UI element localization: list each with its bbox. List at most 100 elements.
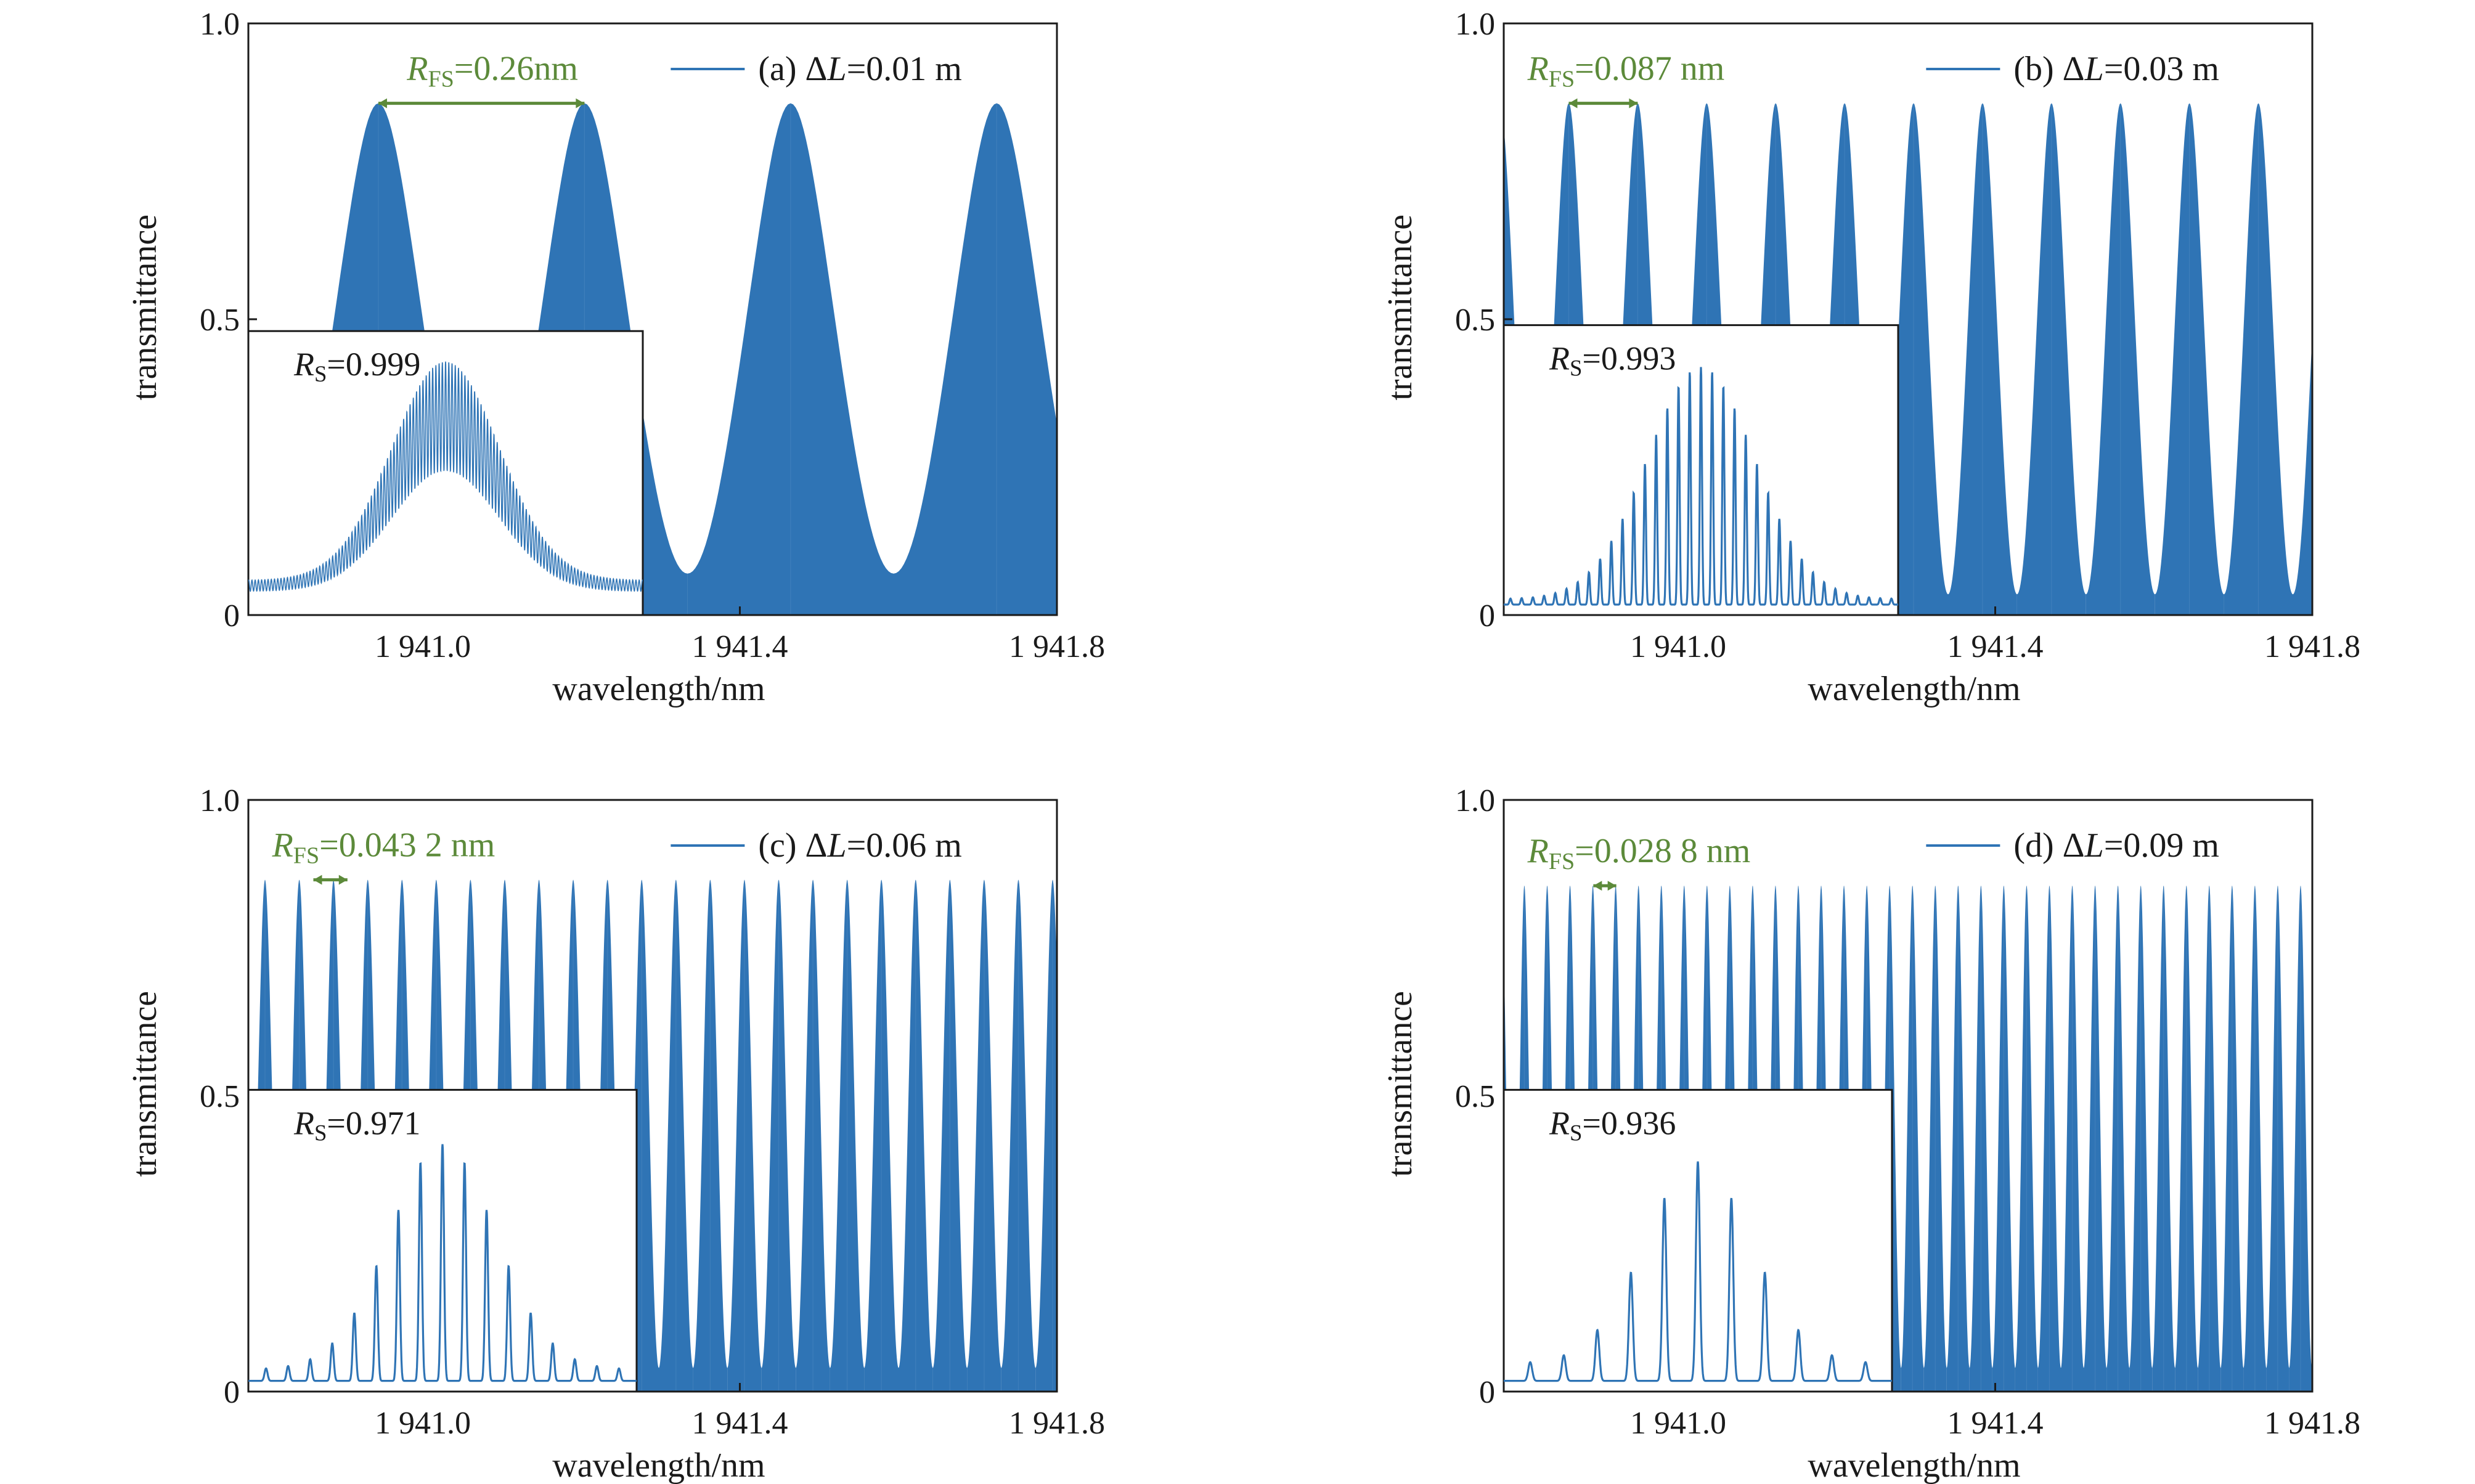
fringe-envelope: [1948, 103, 2017, 615]
x-axis-label: wavelength/nm: [552, 1446, 765, 1484]
fsr-label: RFS=0.028 8 nm: [1527, 832, 1751, 874]
fsr-annotation: RFS=0.087 nm: [1527, 50, 1725, 108]
y-tick-label: 0: [1479, 1375, 1495, 1410]
inset-frame: [247, 1088, 638, 1393]
fsr-label: RFS=0.26nm: [406, 50, 578, 92]
fringe-envelope: [1923, 886, 1947, 1392]
fringe-envelope: [2086, 103, 2155, 615]
x-axis-label: wavelength/nm: [1808, 670, 2020, 708]
fringe-envelope: [864, 879, 899, 1392]
fsr-annotation: RFS=0.028 8 nm: [1527, 832, 1751, 891]
x-tick-label: 1 941.4: [691, 629, 788, 664]
fringe-envelope: [687, 103, 894, 615]
fringe-envelope: [2152, 886, 2175, 1392]
fringe-envelope: [2061, 886, 2084, 1392]
y-tick-label: 0: [224, 1375, 240, 1410]
fringe-envelope: [2289, 886, 2312, 1392]
fsr-arrowhead-right: [576, 98, 585, 108]
fsr-annotation: RFS=0.043 2 nm: [272, 826, 495, 885]
y-tick-label: 0.5: [200, 1079, 240, 1114]
x-tick-label: 1 941.0: [1630, 1406, 1726, 1441]
fringe-envelope: [1035, 879, 1057, 1392]
fringe-envelope: [1969, 886, 1992, 1392]
y-tick-label: 1.0: [200, 783, 240, 818]
y-tick-label: 1.0: [1455, 7, 1495, 42]
x-tick-label: 1 941.0: [1630, 629, 1726, 664]
fringe-envelope: [894, 103, 1057, 615]
fringe-envelope: [2293, 333, 2312, 615]
legend: (c) ΔL=0.06 m: [671, 826, 962, 865]
fringe-envelope: [1992, 886, 2015, 1392]
fringe-envelope: [2129, 886, 2153, 1392]
legend: (a) ΔL=0.01 m: [671, 50, 962, 88]
x-tick-label: 1 941.0: [375, 1406, 471, 1441]
fringe-envelope: [2266, 886, 2289, 1392]
panel-b: 0 0.5 1.0 1 941.0 1 941.4 1 941.8 wavelength/n…: [1381, 7, 2360, 708]
fsr-label: RFS=0.087 nm: [1527, 50, 1725, 92]
fsr-arrowhead-right: [338, 874, 348, 885]
inset-rs-label: RS=0.936: [1549, 1104, 1676, 1145]
y-axis-label: transmittance: [126, 214, 164, 401]
legend-label: (b) ΔL=0.03 m: [2013, 50, 2219, 88]
fringe-envelope: [727, 879, 762, 1392]
x-tick-label: 1 941.4: [691, 1406, 788, 1441]
y-tick-label: 0.5: [1455, 303, 1495, 338]
fsr-arrowhead-left: [1593, 881, 1602, 891]
fringe-envelope: [2155, 103, 2224, 615]
legend: (b) ΔL=0.03 m: [1926, 50, 2219, 88]
x-tick-label: 1 941.8: [1009, 629, 1105, 664]
y-tick-label: 0: [224, 598, 240, 634]
fringe-envelope: [2243, 886, 2267, 1392]
fsr-arrowhead-left: [378, 98, 387, 108]
y-axis-label: transmittance: [1381, 991, 1419, 1177]
y-tick-label: 0: [1479, 598, 1495, 634]
inset-series: [248, 1144, 637, 1382]
fringe-envelope: [2016, 103, 2086, 615]
fringe-envelope: [2198, 886, 2221, 1392]
fsr-arrowhead-left: [1568, 98, 1578, 108]
inset-rs-label: RS=0.999: [293, 346, 420, 386]
fsr-label: RFS=0.043 2 nm: [272, 826, 495, 869]
inset-rs-label: RS=0.971: [293, 1104, 420, 1145]
inset-frame: [1503, 1088, 1893, 1393]
fsr-annotation: RFS=0.26nm: [378, 50, 585, 108]
fringe-envelope: [2037, 886, 2061, 1392]
legend-label: (a) ΔL=0.01 m: [758, 50, 961, 88]
inset: RS=0.971: [247, 1088, 638, 1393]
x-tick-label: 1 941.8: [2264, 1406, 2360, 1441]
fringe-envelope: [1001, 879, 1036, 1392]
inset-series: [248, 361, 643, 592]
y-axis-label: transmittance: [1381, 214, 1419, 401]
x-tick-label: 1 941.8: [2264, 629, 2360, 664]
y-tick-label: 1.0: [1455, 783, 1495, 818]
panel-c: 0 0.5 1.0 1 941.0 1 941.4 1 941.8 wavelength/n…: [126, 783, 1105, 1484]
fringe-envelope: [2084, 886, 2107, 1392]
fringe-envelope: [2220, 886, 2244, 1392]
fringe-envelope: [2015, 886, 2038, 1392]
fringe-envelope: [2175, 886, 2198, 1392]
fringe-envelope: [830, 879, 865, 1392]
fsr-arrowhead-right: [1607, 881, 1617, 891]
fringe-envelope: [967, 879, 1001, 1392]
inset-series: [1504, 367, 1898, 606]
x-tick-label: 1 941.4: [1947, 1406, 2043, 1441]
x-tick-label: 1 941.4: [1947, 629, 2043, 664]
y-tick-label: 0.5: [200, 303, 240, 338]
fsr-arrowhead-right: [1629, 98, 1638, 108]
panel-d: 0 0.5 1.0 1 941.0 1 941.4 1 941.8 wavelength/n…: [1381, 783, 2360, 1484]
fringe-envelope: [1901, 886, 1924, 1392]
legend: (d) ΔL=0.09 m: [1926, 826, 2219, 865]
y-axis-label: transmittance: [126, 991, 164, 1177]
x-tick-label: 1 941.0: [375, 629, 471, 664]
inset: RS=0.936: [1503, 1088, 1893, 1393]
fsr-arrowhead-left: [313, 874, 322, 885]
fringe-envelope: [659, 879, 693, 1392]
inset: RS=0.993: [1503, 324, 1899, 616]
x-axis-label: wavelength/nm: [1808, 1446, 2020, 1484]
x-axis-label: wavelength/nm: [552, 670, 765, 708]
fringe-envelope: [2106, 886, 2130, 1392]
inset: RS=0.999: [247, 330, 644, 616]
fringe-envelope: [761, 879, 796, 1392]
y-tick-label: 1.0: [200, 7, 240, 42]
